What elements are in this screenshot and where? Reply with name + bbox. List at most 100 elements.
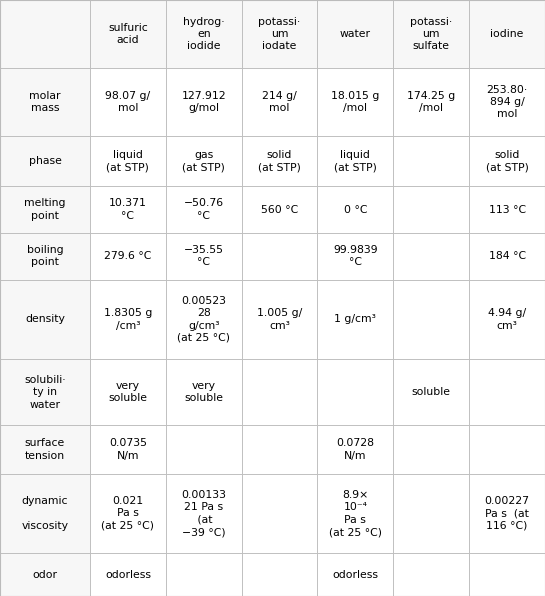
Bar xyxy=(0,136,90,187)
Text: −50.76
°C: −50.76 °C xyxy=(184,198,224,221)
Text: 0.021
Pa s
(at 25 °C): 0.021 Pa s (at 25 °C) xyxy=(101,496,154,531)
Text: odorless: odorless xyxy=(105,570,151,580)
Text: 184 °C: 184 °C xyxy=(488,252,525,261)
Bar xyxy=(393,280,469,359)
Bar xyxy=(241,553,318,596)
Bar xyxy=(166,68,241,136)
Bar xyxy=(393,187,469,233)
Text: 0.00523
28
g/cm³
(at 25 °C): 0.00523 28 g/cm³ (at 25 °C) xyxy=(177,296,230,343)
Bar xyxy=(318,474,393,553)
Bar xyxy=(0,474,90,553)
Bar xyxy=(318,280,393,359)
Bar xyxy=(90,553,166,596)
Text: 18.015 g
/mol: 18.015 g /mol xyxy=(331,91,380,113)
Bar xyxy=(241,136,318,187)
Text: 4.94 g/
cm³: 4.94 g/ cm³ xyxy=(488,308,526,331)
Bar xyxy=(469,0,545,68)
Bar xyxy=(469,553,545,596)
Text: 0.0728
N/m: 0.0728 N/m xyxy=(336,438,374,461)
Text: 0.00227
Pa s  (at
116 °C): 0.00227 Pa s (at 116 °C) xyxy=(485,496,530,531)
Text: 0 °C: 0 °C xyxy=(344,204,367,215)
Text: 279.6 °C: 279.6 °C xyxy=(104,252,152,261)
Bar xyxy=(0,425,90,474)
Bar xyxy=(166,359,241,425)
Bar xyxy=(90,136,166,187)
Text: potassi·
um
iodate: potassi· um iodate xyxy=(258,17,301,51)
Text: molar
mass: molar mass xyxy=(29,91,60,113)
Text: 127.912
g/mol: 127.912 g/mol xyxy=(181,91,226,113)
Bar xyxy=(469,474,545,553)
Bar xyxy=(318,553,393,596)
Bar xyxy=(90,187,166,233)
Text: solubili·
ty in
water: solubili· ty in water xyxy=(24,375,66,409)
Text: water: water xyxy=(340,29,371,39)
Bar xyxy=(393,359,469,425)
Text: 214 g/
mol: 214 g/ mol xyxy=(262,91,297,113)
Bar xyxy=(90,425,166,474)
Text: 10.371
°C: 10.371 °C xyxy=(109,198,147,221)
Bar xyxy=(166,280,241,359)
Bar xyxy=(0,233,90,280)
Bar xyxy=(90,359,166,425)
Text: 1 g/cm³: 1 g/cm³ xyxy=(335,314,377,324)
Text: gas
(at STP): gas (at STP) xyxy=(183,150,225,172)
Bar xyxy=(469,280,545,359)
Text: −35.55
°C: −35.55 °C xyxy=(184,245,224,268)
Bar xyxy=(166,553,241,596)
Bar xyxy=(90,474,166,553)
Bar xyxy=(0,0,90,68)
Bar xyxy=(166,187,241,233)
Bar xyxy=(0,68,90,136)
Bar xyxy=(166,233,241,280)
Text: solid
(at STP): solid (at STP) xyxy=(486,150,529,172)
Bar xyxy=(166,0,241,68)
Text: 1.8305 g
/cm³: 1.8305 g /cm³ xyxy=(104,308,152,331)
Text: boiling
point: boiling point xyxy=(27,245,63,268)
Text: 253.80·
894 g/
mol: 253.80· 894 g/ mol xyxy=(487,85,528,119)
Bar xyxy=(241,474,318,553)
Text: 560 °C: 560 °C xyxy=(261,204,298,215)
Bar xyxy=(90,68,166,136)
Bar xyxy=(393,0,469,68)
Text: surface
tension: surface tension xyxy=(25,438,65,461)
Bar xyxy=(469,187,545,233)
Text: 8.9×
10⁻⁴
Pa s
(at 25 °C): 8.9× 10⁻⁴ Pa s (at 25 °C) xyxy=(329,490,382,537)
Text: density: density xyxy=(25,314,65,324)
Bar xyxy=(393,68,469,136)
Text: melting
point: melting point xyxy=(24,198,66,221)
Bar xyxy=(469,359,545,425)
Text: dynamic

viscosity: dynamic viscosity xyxy=(21,496,69,531)
Bar xyxy=(393,233,469,280)
Bar xyxy=(90,0,166,68)
Bar xyxy=(318,425,393,474)
Bar xyxy=(393,553,469,596)
Bar xyxy=(0,187,90,233)
Bar xyxy=(90,280,166,359)
Bar xyxy=(393,136,469,187)
Bar xyxy=(393,425,469,474)
Text: odor: odor xyxy=(33,570,58,580)
Bar xyxy=(318,136,393,187)
Text: 113 °C: 113 °C xyxy=(488,204,525,215)
Bar xyxy=(90,233,166,280)
Text: 98.07 g/
mol: 98.07 g/ mol xyxy=(105,91,150,113)
Bar xyxy=(318,233,393,280)
Bar xyxy=(318,68,393,136)
Text: 1.005 g/
cm³: 1.005 g/ cm³ xyxy=(257,308,302,331)
Text: iodine: iodine xyxy=(490,29,524,39)
Bar xyxy=(469,68,545,136)
Bar xyxy=(166,474,241,553)
Text: hydrog·
en
iodide: hydrog· en iodide xyxy=(183,17,225,51)
Bar xyxy=(318,359,393,425)
Bar xyxy=(469,233,545,280)
Bar xyxy=(241,280,318,359)
Text: potassi·
um
sulfate: potassi· um sulfate xyxy=(410,17,452,51)
Bar xyxy=(241,233,318,280)
Text: odorless: odorless xyxy=(332,570,378,580)
Bar xyxy=(0,359,90,425)
Bar xyxy=(469,136,545,187)
Text: very
soluble: very soluble xyxy=(184,381,223,403)
Bar xyxy=(241,68,318,136)
Text: sulfuric
acid: sulfuric acid xyxy=(108,23,148,45)
Text: 0.00133
21 Pa s
 (at
−39 °C): 0.00133 21 Pa s (at −39 °C) xyxy=(181,490,226,537)
